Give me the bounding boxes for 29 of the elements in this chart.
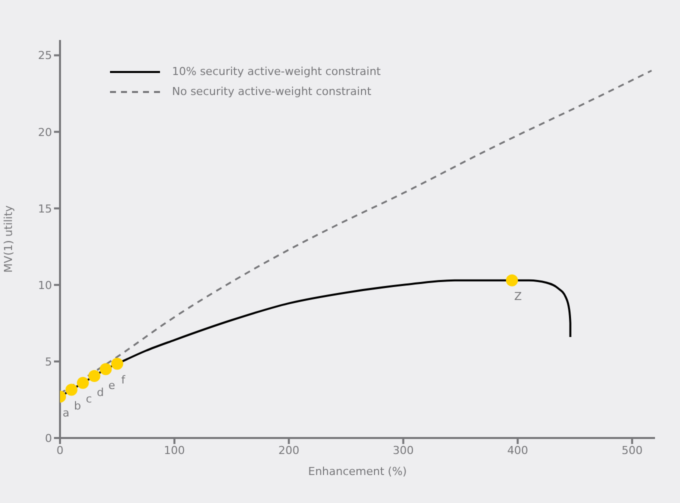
point: [76, 376, 89, 389]
y-tick-label: 15: [38, 202, 52, 216]
point: [100, 363, 112, 376]
y-tick-label: 25: [38, 49, 52, 62]
annotation: b: [74, 400, 81, 413]
annotation: c: [86, 392, 92, 406]
legend-label: 10% security active-weight constraint: [172, 64, 381, 80]
x-tick-label: 100: [164, 444, 185, 457]
x-axis-title: Enhancement (%): [308, 465, 407, 478]
annotation: Z: [514, 290, 522, 304]
annotation: a: [62, 406, 70, 420]
y-tick-label: 20: [38, 126, 52, 139]
point: [88, 370, 100, 382]
y-tick-label: 5: [45, 355, 52, 368]
x-tick-label: 0: [56, 444, 64, 457]
x-tick-label: 400: [507, 444, 528, 457]
legend-label: No security active-weight constraint: [172, 84, 372, 100]
y-axis-title: MV(1) utility: [2, 204, 15, 273]
point: [111, 358, 124, 370]
x-tick-label: 200: [278, 444, 300, 457]
y-tick-label: 10: [38, 278, 52, 292]
x-tick-label: 300: [392, 444, 414, 457]
annotation: f: [121, 374, 126, 387]
point: [65, 384, 78, 396]
y-tick-label: 0: [45, 432, 52, 445]
x-tick-label: 500: [622, 444, 643, 457]
point: [506, 274, 518, 286]
annotation: e: [108, 378, 116, 392]
annotation: d: [96, 386, 104, 399]
